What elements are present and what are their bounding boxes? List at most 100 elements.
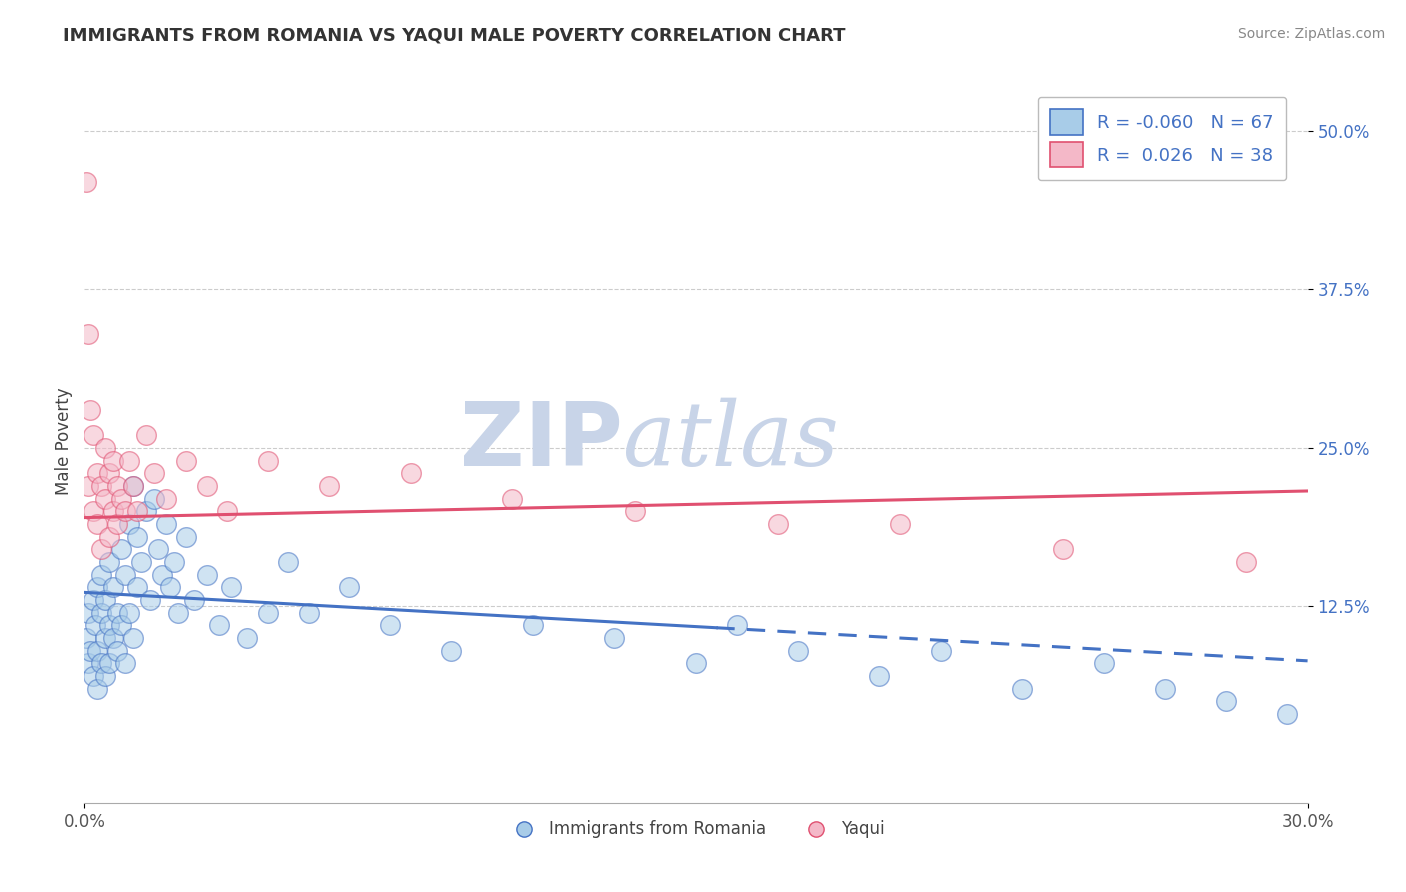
Point <box>159 580 181 594</box>
Point <box>1277 707 1299 722</box>
Point <box>86 681 108 696</box>
Point <box>97 530 120 544</box>
Y-axis label: Male Poverty: Male Poverty <box>55 388 73 495</box>
Point <box>101 580 124 594</box>
Point <box>155 516 177 531</box>
Point <box>869 669 891 683</box>
Point <box>122 479 145 493</box>
Point <box>1154 681 1177 696</box>
Point <box>440 643 463 657</box>
Point <box>127 504 149 518</box>
Point <box>122 479 145 493</box>
Point <box>110 618 132 632</box>
Point <box>101 631 124 645</box>
Point <box>77 479 100 493</box>
Point <box>79 643 101 657</box>
Point <box>86 580 108 594</box>
Point <box>167 606 190 620</box>
Point <box>929 643 952 657</box>
Point <box>208 618 231 632</box>
Point <box>86 467 108 481</box>
Point <box>90 606 112 620</box>
Point <box>131 555 153 569</box>
Text: Source: ZipAtlas.com: Source: ZipAtlas.com <box>1237 27 1385 41</box>
Point <box>86 643 108 657</box>
Point <box>399 467 422 481</box>
Point <box>118 516 141 531</box>
Point <box>75 175 97 189</box>
Point <box>685 657 707 671</box>
Point <box>105 516 128 531</box>
Point <box>127 530 149 544</box>
Point <box>82 669 104 683</box>
Point <box>105 643 128 657</box>
Point <box>766 516 789 531</box>
Point <box>93 491 115 506</box>
Point <box>889 516 911 531</box>
Text: IMMIGRANTS FROM ROMANIA VS YAQUI MALE POVERTY CORRELATION CHART: IMMIGRANTS FROM ROMANIA VS YAQUI MALE PO… <box>63 27 846 45</box>
Point <box>83 618 105 632</box>
Point <box>1215 694 1237 708</box>
Point <box>195 479 218 493</box>
Point <box>183 593 205 607</box>
Point <box>155 491 177 506</box>
Point <box>135 428 157 442</box>
Point <box>339 580 361 594</box>
Point <box>114 657 136 671</box>
Point <box>135 504 157 518</box>
Point <box>138 593 160 607</box>
Point <box>298 606 321 620</box>
Point <box>114 504 136 518</box>
Point <box>142 467 165 481</box>
Point <box>79 402 101 417</box>
Point <box>219 580 242 594</box>
Point <box>101 453 124 467</box>
Point <box>787 643 810 657</box>
Point <box>93 631 115 645</box>
Point <box>93 593 115 607</box>
Point <box>380 618 402 632</box>
Point <box>97 657 120 671</box>
Point <box>110 542 132 557</box>
Text: ZIP: ZIP <box>460 398 623 485</box>
Point <box>90 567 112 582</box>
Point <box>1052 542 1074 557</box>
Point <box>318 479 340 493</box>
Point <box>150 567 173 582</box>
Point <box>122 631 145 645</box>
Point <box>82 428 104 442</box>
Point <box>257 606 280 620</box>
Point <box>257 453 280 467</box>
Point <box>502 491 524 506</box>
Text: atlas: atlas <box>623 398 838 485</box>
Point <box>127 580 149 594</box>
Point <box>77 606 100 620</box>
Point <box>90 657 112 671</box>
Point <box>90 479 112 493</box>
Point <box>97 555 120 569</box>
Point <box>277 555 299 569</box>
Point <box>82 504 104 518</box>
Point <box>93 441 115 455</box>
Point <box>110 491 132 506</box>
Point <box>77 326 100 341</box>
Point <box>101 504 124 518</box>
Point <box>90 542 112 557</box>
Legend: Immigrants from Romania, Yaqui: Immigrants from Romania, Yaqui <box>501 814 891 845</box>
Point <box>163 555 186 569</box>
Point <box>114 567 136 582</box>
Point <box>1236 555 1258 569</box>
Point <box>725 618 748 632</box>
Point <box>118 453 141 467</box>
Point <box>75 631 97 645</box>
Point <box>1092 657 1115 671</box>
Point <box>105 479 128 493</box>
Point <box>82 593 104 607</box>
Point <box>118 606 141 620</box>
Point <box>97 467 120 481</box>
Point <box>195 567 218 582</box>
Point <box>217 504 239 518</box>
Point <box>522 618 544 632</box>
Point <box>93 669 115 683</box>
Point <box>97 618 120 632</box>
